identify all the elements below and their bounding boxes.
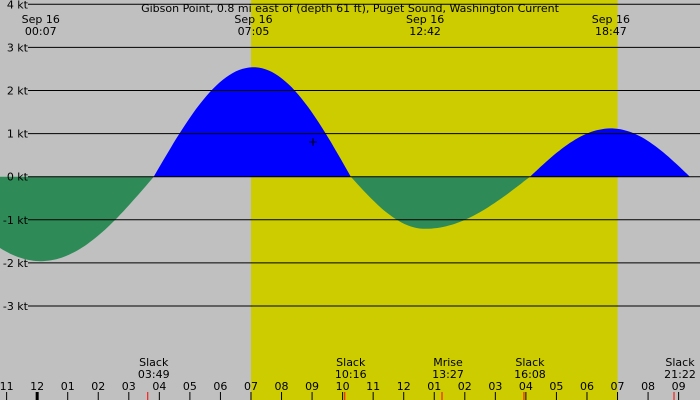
bottom-event-labels: Slack03:49Slack10:16Mrise13:27Slack16:08… <box>138 356 696 400</box>
hour-tick-11: 10 <box>336 380 350 400</box>
hour-axis: 11 12 01 02 03 04 05 06 07 08 09 10 11 12 01 02 03 04 05 06… <box>0 380 686 400</box>
hour-tick-5: 04 <box>152 380 166 400</box>
hour-tick-label: 05 <box>549 380 563 393</box>
hour-tick-0: 11 <box>0 380 14 400</box>
hour-tick-label: 05 <box>183 380 197 393</box>
hour-tick-label: 02 <box>458 380 472 393</box>
hour-tick-label: 06 <box>213 380 227 393</box>
hour-tick-22: 09 <box>672 380 686 400</box>
hour-tick-label: 03 <box>488 380 502 393</box>
y-tick-label: -2 kt <box>3 257 29 270</box>
hour-tick-label: 12 <box>397 380 411 393</box>
hour-tick-4: 03 <box>122 380 136 400</box>
bottom-event-title: Slack <box>665 356 695 369</box>
y-tick-label: -3 kt <box>3 300 29 313</box>
top-label-date: Sep 16 <box>22 13 60 26</box>
hour-tick-label: 10 <box>336 380 350 393</box>
hour-tick-label: 01 <box>61 380 75 393</box>
bottom-event-time: 03:49 <box>138 368 170 381</box>
hour-tick-7: 06 <box>213 380 227 400</box>
hour-tick-label: 01 <box>427 380 441 393</box>
top-label-date: Sep 16 <box>592 13 630 26</box>
flood-area-1 <box>153 67 351 177</box>
hour-tick-label: 11 <box>366 380 380 393</box>
bottom-event-title: Slack <box>336 356 366 369</box>
hour-tick-16: 03 <box>488 380 502 400</box>
hour-tick-13: 12 <box>397 380 411 400</box>
current-area-layer <box>0 67 690 262</box>
hour-tick-17: 04 <box>519 380 533 400</box>
bottom-event-title: Slack <box>515 356 545 369</box>
top-label-time: 18:47 <box>595 25 627 38</box>
hour-tick-1: 12 <box>30 380 44 400</box>
hour-tick-18: 05 <box>549 380 563 400</box>
hour-tick-label: 08 <box>641 380 655 393</box>
bottom-event-title: Slack <box>139 356 169 369</box>
hour-tick-6: 05 <box>183 380 197 400</box>
hour-tick-label: 09 <box>672 380 686 393</box>
bottom-event-title: Mrise <box>433 356 463 369</box>
y-tick-label: 1 kt <box>7 128 29 141</box>
hour-tick-label: 04 <box>152 380 166 393</box>
top-label-date: Sep 16 <box>406 13 444 26</box>
hour-tick-8: 07 <box>244 380 258 400</box>
bottom-event-time: 13:27 <box>432 368 464 381</box>
bottom-event-time: 10:16 <box>335 368 367 381</box>
bottom-event-time: 21:22 <box>664 368 696 381</box>
ebb-area-2 <box>350 176 530 229</box>
hour-tick-3: 02 <box>91 380 105 400</box>
hour-tick-20: 07 <box>611 380 625 400</box>
top-label-time: 12:42 <box>409 25 441 38</box>
hour-tick-label: 12 <box>30 380 44 393</box>
hour-tick-9: 08 <box>275 380 289 400</box>
hour-tick-label: 07 <box>244 380 258 393</box>
y-tick-label: 4 kt <box>7 0 29 11</box>
hour-tick-label: 06 <box>580 380 594 393</box>
y-tick-label: 0 kt <box>7 171 29 184</box>
ebb-area-0 <box>0 176 154 262</box>
hour-tick-21: 08 <box>641 380 655 400</box>
hour-tick-label: 02 <box>91 380 105 393</box>
y-tick-label: 3 kt <box>7 41 29 54</box>
y-tick-label: 2 kt <box>7 85 29 98</box>
hour-tick-10: 09 <box>305 380 319 400</box>
hour-tick-2: 01 <box>61 380 75 400</box>
y-tick-labels: 4 kt 3 kt 2 kt 1 kt 0 kt -1 kt -2 kt -3 kt <box>3 0 29 313</box>
bottom-event-time: 16:08 <box>514 368 546 381</box>
hour-tick-12: 11 <box>366 380 380 400</box>
hour-tick-label: 03 <box>122 380 136 393</box>
hour-tick-label: 04 <box>519 380 533 393</box>
y-tick-label: -1 kt <box>3 214 29 227</box>
hour-tick-label: 08 <box>275 380 289 393</box>
hour-tick-15: 02 <box>458 380 472 400</box>
gridlines <box>28 3 700 307</box>
hour-tick-19: 06 <box>580 380 594 400</box>
flood-area-3 <box>530 128 690 177</box>
hour-tick-label: 07 <box>611 380 625 393</box>
chart-title: Gibson Point, 0.8 mi east of (depth 61 f… <box>141 2 560 15</box>
hour-tick-label: 09 <box>305 380 319 393</box>
cursor-crosshair-icon <box>309 138 317 146</box>
hour-tick-label: 11 <box>0 380 14 393</box>
top-label-time: 00:07 <box>25 25 57 38</box>
top-label-time: 07:05 <box>238 25 270 38</box>
hour-tick-14: 01 <box>427 380 441 400</box>
top-label-date: Sep 16 <box>234 13 272 26</box>
